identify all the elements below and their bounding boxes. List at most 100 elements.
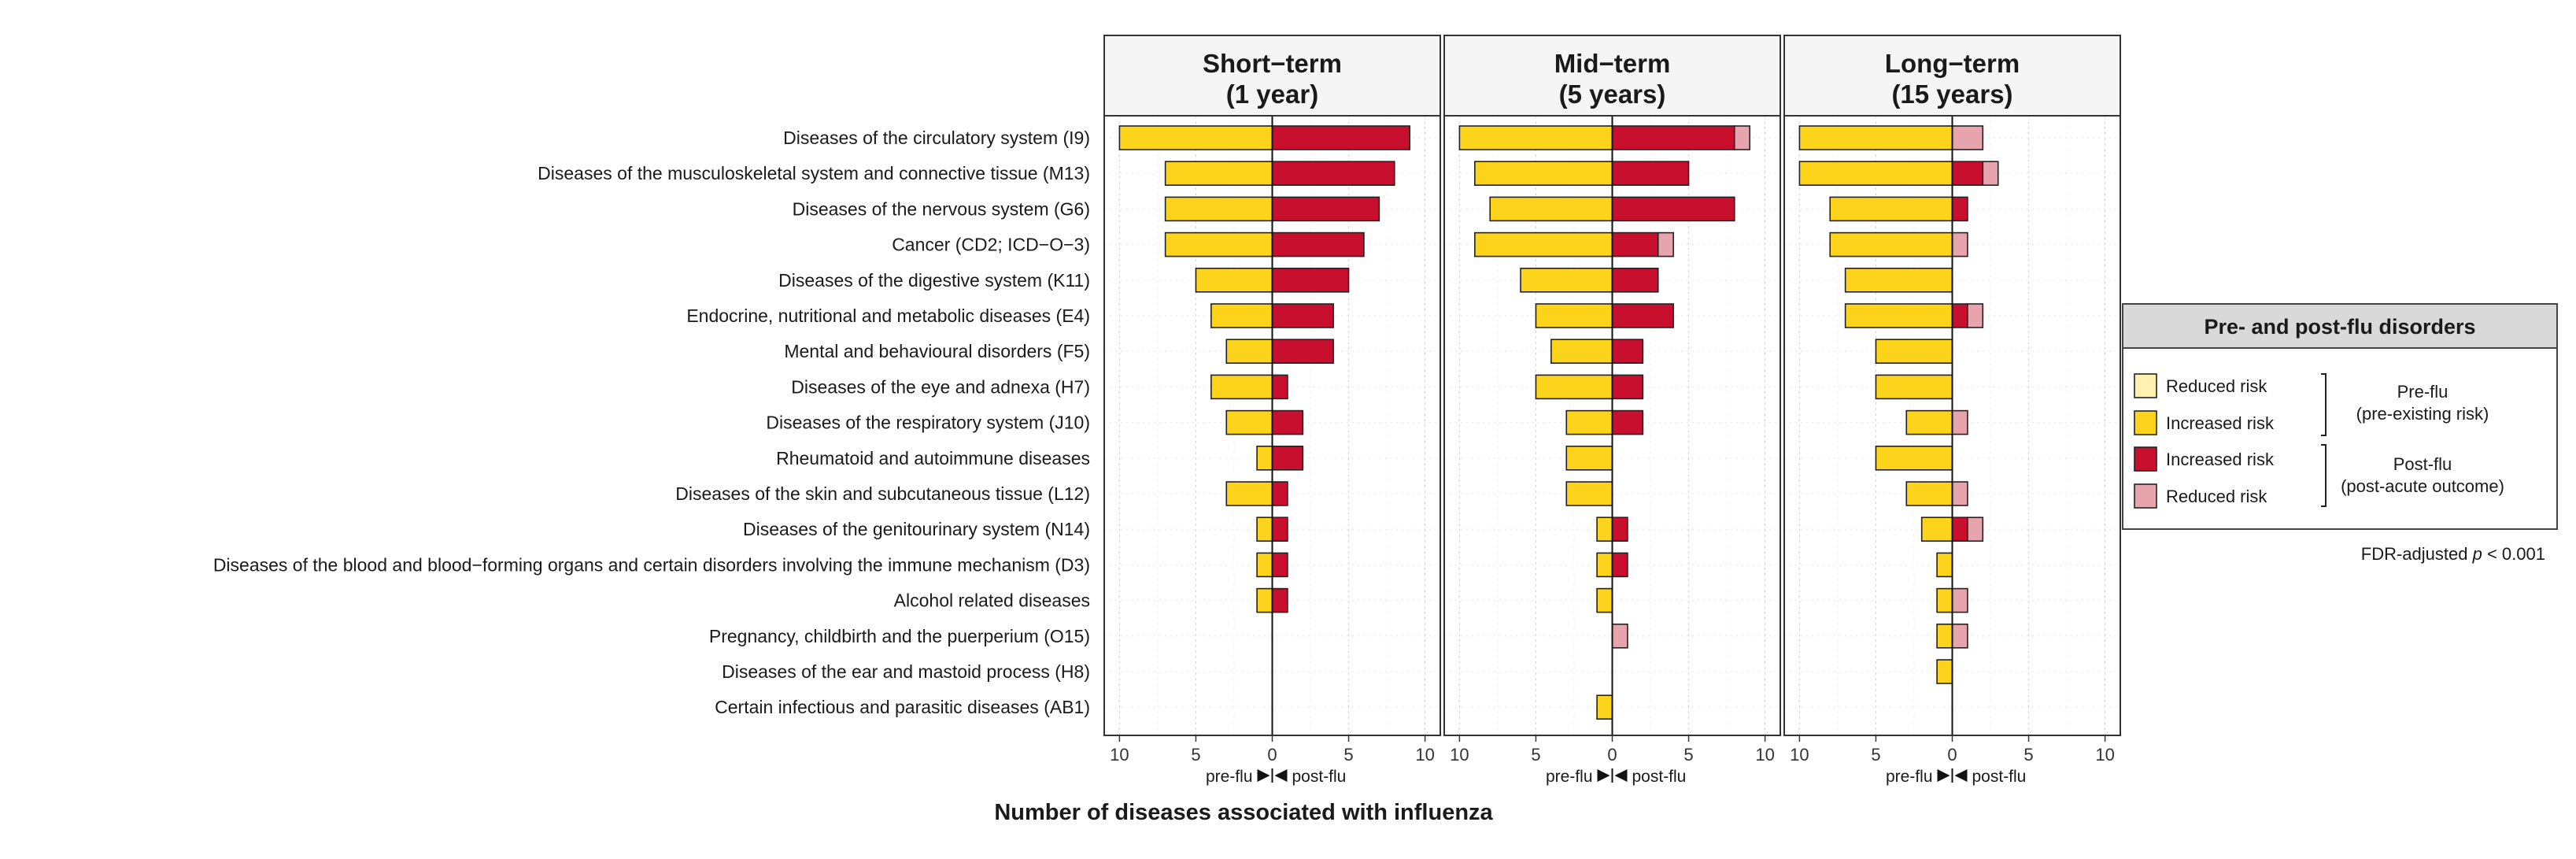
bar-post-increased <box>1611 374 1644 400</box>
chart-panels: Short−term(1 year) 10 5 0 5 10 pre-flu post-flu… <box>1103 35 2121 786</box>
bar-pre-increased <box>1535 374 1613 400</box>
bar-pre-increased <box>1256 587 1273 613</box>
category-label: Endocrine, nutritional and metabolic dis… <box>686 305 1090 326</box>
bar-pre-increased <box>1256 552 1273 578</box>
bar-pre-increased <box>1565 409 1613 435</box>
bar-pre-increased <box>1535 303 1613 328</box>
direction-label-pre: pre-flu <box>1206 768 1253 786</box>
note-p: p <box>2472 544 2482 564</box>
panel-title: Short−term <box>1203 49 1342 78</box>
category-label: Pregnancy, childbirth and the puerperium… <box>709 626 1090 646</box>
category-label: Diseases of the respiratory system (J10) <box>766 413 1090 433</box>
bar-pre-increased <box>1936 659 1953 684</box>
bar-pre-increased <box>1164 196 1273 222</box>
significance-note: FDR-adjusted p < 0.001 <box>2361 544 2545 564</box>
bar-pre-increased <box>1520 267 1613 293</box>
x-tick-label: 5 <box>1191 745 1200 765</box>
panel-title: Mid−term <box>1554 49 1671 78</box>
bar-pre-increased <box>1875 374 1953 400</box>
bar-post-increased <box>1271 267 1350 293</box>
bar-post-reduced <box>1967 303 1984 328</box>
bar-post-increased <box>1271 303 1334 328</box>
x-tick-label: 5 <box>1871 745 1880 765</box>
bar-pre-increased <box>1844 267 1953 293</box>
category-label: Diseases of the skin and subcutaneous ti… <box>675 483 1090 504</box>
bar-pre-increased <box>1905 481 1953 506</box>
bar-post-reduced <box>1951 125 1984 150</box>
bar-pre-increased <box>1565 445 1613 471</box>
bar-pre-increased <box>1596 517 1613 542</box>
bar-pre-increased <box>1256 445 1273 471</box>
x-tick-label: 10 <box>2095 745 2114 765</box>
bar-post-reduced <box>1733 125 1750 150</box>
legend-group-pre: Pre-flu <box>2397 382 2448 402</box>
direction-label-post: post-flu <box>1292 768 1347 786</box>
legend-group-post-sub: (post-acute outcome) <box>2341 476 2504 496</box>
bar-pre-increased <box>1798 161 1953 186</box>
bar-post-increased <box>1951 161 1984 186</box>
panel-header <box>1103 35 1441 117</box>
panel-subtitle: (5 years) <box>1559 80 1666 109</box>
panel-subtitle: (15 years) <box>1891 80 2012 109</box>
bar-post-increased <box>1271 481 1288 506</box>
legend-label: Reduced risk <box>2166 487 2267 506</box>
bar-post-increased <box>1611 552 1628 578</box>
bar-pre-increased <box>1118 125 1273 150</box>
bar-pre-increased <box>1829 196 1953 222</box>
bar-post-reduced <box>1951 409 1968 435</box>
category-label: Diseases of the eye and adnexa (H7) <box>791 376 1090 397</box>
bar-post-increased <box>1271 552 1288 578</box>
bar-pre-increased <box>1798 125 1953 150</box>
bar-pre-increased <box>1596 552 1613 578</box>
bar-post-increased <box>1271 125 1410 150</box>
bar-pre-increased <box>1225 339 1273 365</box>
x-tick-label: 10 <box>1110 745 1129 765</box>
arrow-right-icon <box>1597 769 1610 782</box>
arrow-right-icon <box>1257 769 1270 782</box>
bar-post-increased <box>1951 517 1968 542</box>
legend-bracket-post <box>2321 444 2327 507</box>
x-tick-label: 5 <box>1343 745 1353 765</box>
legend: Pre- and post-flu disorders Reduced risk… <box>2122 303 2558 530</box>
bar-post-increased <box>1611 231 1659 257</box>
legend-label: Increased risk <box>2166 413 2275 433</box>
arrow-right-icon <box>1937 769 1950 782</box>
bar-post-increased <box>1271 445 1304 471</box>
panel-title: Long−term <box>1885 49 2020 78</box>
category-label: Alcohol related diseases <box>894 591 1090 611</box>
bar-post-increased <box>1611 267 1659 293</box>
category-label: Diseases of the musculoskeletal system a… <box>538 163 1090 183</box>
legend-swatch-pre-reduced <box>2134 373 2157 398</box>
bar-post-increased <box>1611 303 1674 328</box>
bar-post-reduced <box>1967 517 1984 542</box>
category-label: Diseases of the nervous system (G6) <box>793 198 1090 219</box>
direction-label-pre: pre-flu <box>1886 768 1933 786</box>
x-tick-label: 0 <box>1947 745 1957 765</box>
category-label: Diseases of the circulatory system (I9) <box>783 128 1090 148</box>
bar-post-increased <box>1271 517 1288 542</box>
bar-pre-increased <box>1458 125 1613 150</box>
legend-title: Pre- and post-flu disorders <box>2204 315 2475 339</box>
bar-pre-increased <box>1844 303 1953 328</box>
bar-pre-increased <box>1936 623 1953 649</box>
category-label: Cancer (CD2; ICD−O−3) <box>892 235 1090 255</box>
panel: Short−term(1 year) 10 5 0 5 10 pre-flu post-flu <box>1103 35 1441 786</box>
x-tick-label: 10 <box>1450 745 1469 765</box>
x-tick-label: 10 <box>1755 745 1774 765</box>
note-prefix: FDR-adjusted <box>2361 544 2473 564</box>
x-tick-label: 0 <box>1267 745 1277 765</box>
arrow-left-icon <box>1614 769 1628 782</box>
note-suffix: < 0.001 <box>2482 544 2545 564</box>
direction-label-post: post-flu <box>1632 768 1687 786</box>
bar-pre-increased <box>1596 694 1613 720</box>
category-label: Diseases of the blood and blood−forming … <box>213 554 1090 575</box>
bar-post-increased <box>1611 125 1735 150</box>
bar-post-increased <box>1271 231 1365 257</box>
bar-pre-increased <box>1195 267 1273 293</box>
bar-post-increased <box>1271 161 1395 186</box>
bar-pre-increased <box>1164 161 1273 186</box>
bar-post-increased <box>1271 339 1334 365</box>
bar-post-reduced <box>1611 623 1628 649</box>
bar-pre-increased <box>1550 339 1613 365</box>
x-tick-label: 10 <box>1415 745 1434 765</box>
